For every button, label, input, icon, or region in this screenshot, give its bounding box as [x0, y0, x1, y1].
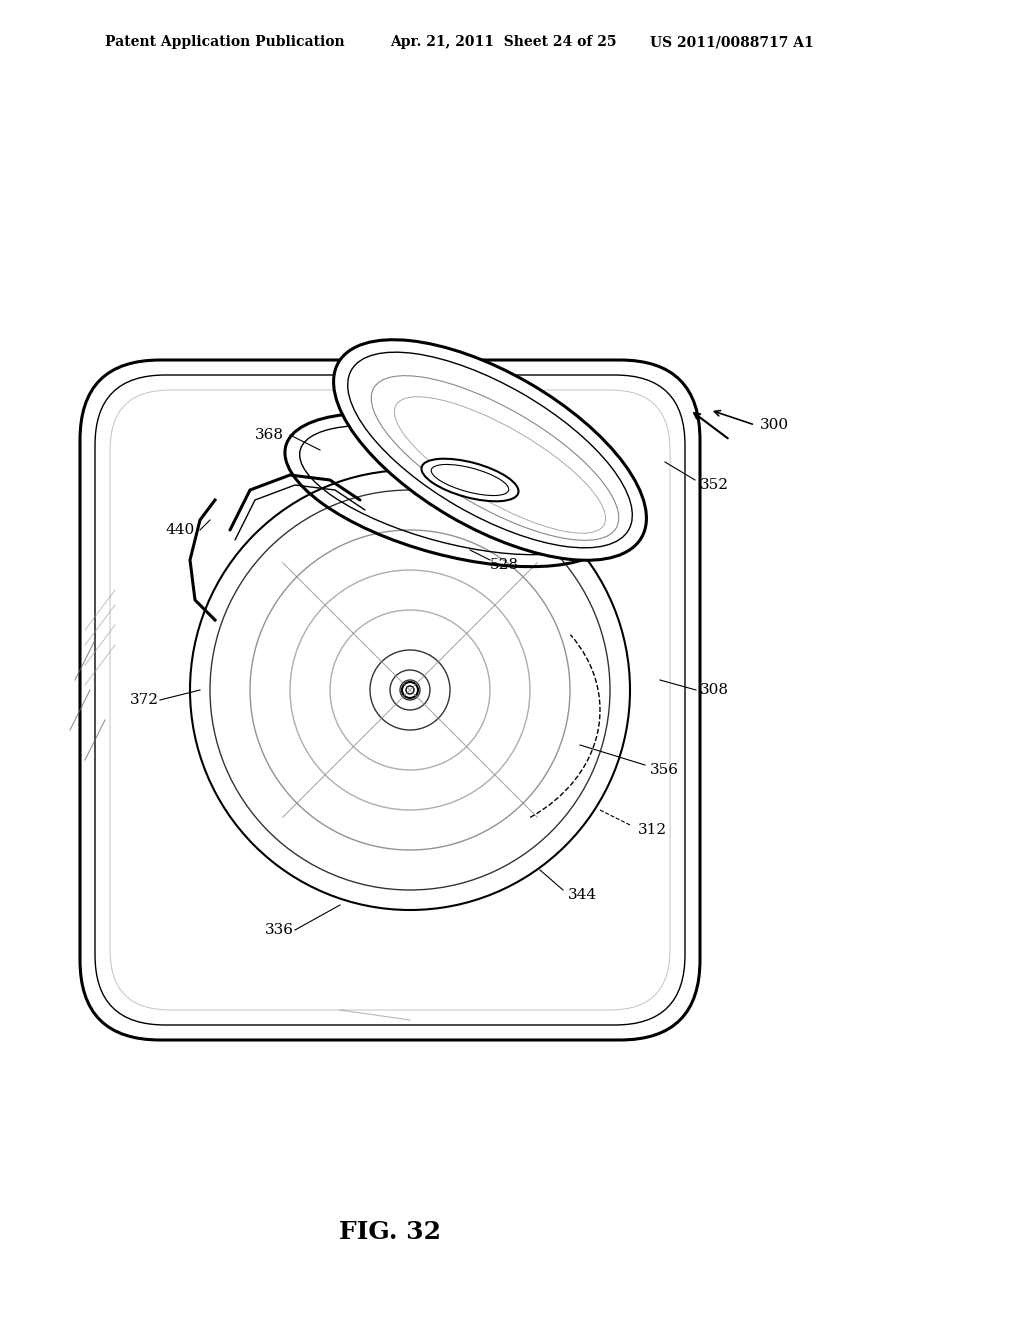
- Text: 440: 440: [165, 523, 195, 537]
- Text: Apr. 21, 2011  Sheet 24 of 25: Apr. 21, 2011 Sheet 24 of 25: [390, 36, 616, 49]
- Text: FIG. 32: FIG. 32: [339, 1220, 441, 1243]
- Text: 344: 344: [568, 888, 597, 902]
- Ellipse shape: [422, 459, 518, 502]
- FancyBboxPatch shape: [80, 360, 700, 1040]
- Text: 300: 300: [760, 418, 790, 432]
- Text: US 2011/0088717 A1: US 2011/0088717 A1: [650, 36, 814, 49]
- Text: 368: 368: [255, 428, 284, 442]
- Text: 336: 336: [265, 923, 294, 937]
- Text: 416: 416: [510, 492, 540, 507]
- Text: 372: 372: [130, 693, 159, 708]
- Text: 356: 356: [650, 763, 679, 777]
- Text: 308: 308: [700, 682, 729, 697]
- Text: Patent Application Publication: Patent Application Publication: [105, 36, 345, 49]
- Circle shape: [402, 682, 418, 698]
- Ellipse shape: [334, 339, 646, 560]
- Text: 528: 528: [490, 558, 519, 572]
- Text: 352: 352: [700, 478, 729, 492]
- Text: 312: 312: [638, 822, 667, 837]
- Text: 400: 400: [410, 444, 439, 457]
- Text: 420: 420: [380, 413, 410, 426]
- Circle shape: [406, 686, 414, 694]
